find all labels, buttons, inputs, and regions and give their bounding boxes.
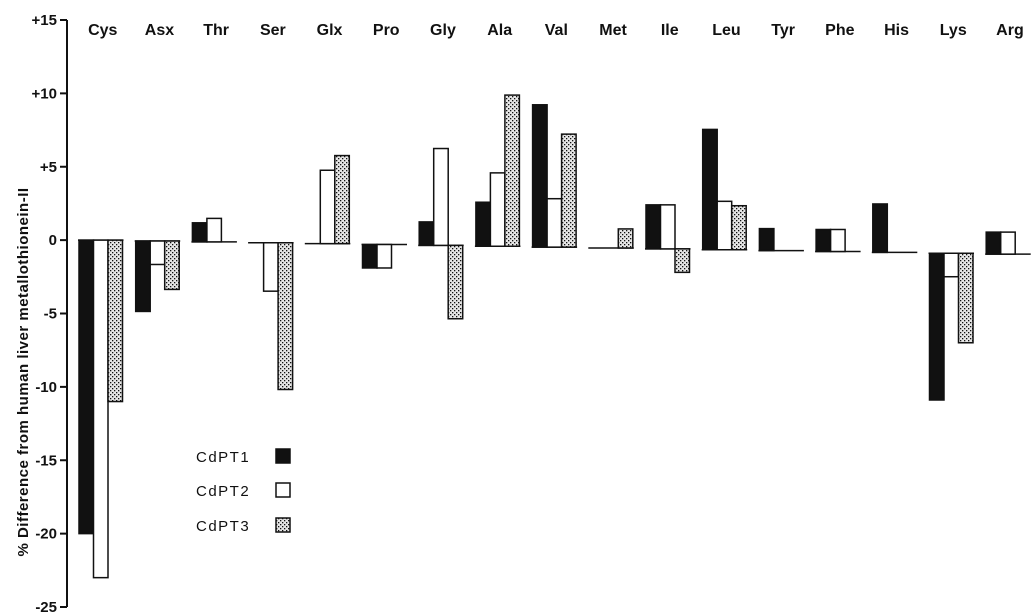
category-label-glx: Glx: [317, 22, 343, 39]
legend-swatch-cdpt2: [275, 482, 291, 498]
category-labels: Cys Asx Thr Ser Glx Pro Gly Ala Val Met Ile Leu Tyr P…: [88, 22, 1024, 39]
category-label-thr: Thr: [203, 22, 229, 39]
y-tick-label: -15: [35, 452, 57, 469]
category-label-ser: Ser: [260, 22, 286, 39]
bar-cdpt2-phe: [829, 228, 846, 253]
bar-cdpt1-his: [872, 203, 889, 254]
bar-cdpt2-pro: [376, 243, 393, 269]
bar-cdpt1-arg: [985, 231, 1002, 255]
category-label-ala: Ala: [487, 22, 512, 39]
bar-cdpt1-ala: [475, 201, 492, 248]
bar-cdpt3-leu: [730, 204, 747, 251]
bar-cdpt2-gly: [432, 147, 449, 247]
bar-cdpt2-thr: [206, 217, 223, 243]
bar-cdpt2-lys: [943, 252, 960, 278]
bar-cdpt2-ile: [659, 204, 676, 250]
y-tick-label: +10: [32, 85, 57, 102]
category-label-ile: Ile: [661, 22, 679, 39]
category-label-asx: Asx: [145, 22, 174, 39]
bar-cdpt2-val: [546, 197, 563, 248]
y-tick-label: -10: [35, 379, 57, 396]
bar-cdpt2-ala: [489, 172, 506, 247]
category-label-arg: Arg: [996, 22, 1024, 39]
bar-cdpt1-tyr: [758, 227, 775, 252]
legend-swatch-cdpt1: [275, 448, 291, 464]
y-tick-label: +15: [32, 12, 57, 29]
category-label-phe: Phe: [825, 22, 854, 39]
bar-cdpt1-leu: [701, 128, 718, 251]
bar-cdpt2-asx: [149, 240, 166, 266]
bar-cdpt3-cys: [107, 239, 124, 403]
bar-cdpt2-arg: [999, 231, 1016, 255]
y-tick-label: -25: [35, 599, 57, 614]
bar-cdpt2-cys: [92, 239, 109, 579]
bar-cdpt1-val: [531, 104, 548, 248]
y-tick-label: -5: [44, 306, 57, 323]
category-label-tyr: Tyr: [771, 22, 795, 39]
bar-cdpt1-lys: [928, 252, 945, 401]
bars-group: [78, 94, 1031, 579]
bar-cdpt3-asx: [163, 240, 180, 291]
bar-cdpt1-thr: [191, 222, 208, 243]
legend: CdPT1 CdPT2 CdPT3: [196, 448, 291, 535]
bar-cdpt3-glx: [334, 154, 351, 245]
legend-label-cdpt2: CdPT2: [196, 483, 250, 500]
bar-cdpt1-gly: [418, 221, 435, 247]
bar-cdpt1-cys: [78, 239, 95, 535]
category-label-val: Val: [545, 22, 568, 39]
legend-label-cdpt3: CdPT3: [196, 518, 250, 535]
bar-cdpt3-gly: [447, 244, 464, 320]
legend-label-cdpt1: CdPT1: [196, 449, 250, 466]
category-label-pro: Pro: [373, 22, 400, 39]
bar-cdpt3-ser: [277, 242, 294, 391]
bar-cdpt3-val: [560, 133, 577, 248]
y-tick-label: 0: [49, 232, 57, 249]
category-label-met: Met: [599, 22, 627, 39]
bar-cdpt2-leu: [716, 200, 733, 251]
bar-cdpt2-ser: [262, 242, 279, 292]
category-label-lys: Lys: [940, 22, 967, 39]
y-tick-label: +5: [40, 159, 57, 176]
bar-cdpt3-ala: [504, 94, 521, 247]
bar-cdpt1-pro: [361, 243, 378, 269]
legend-swatch-cdpt3: [275, 517, 291, 533]
bar-cdpt1-asx: [134, 240, 151, 313]
bar-cdpt3-met: [617, 228, 634, 249]
category-label-leu: Leu: [712, 22, 740, 39]
y-axis: +15 +10 +5 0 -5 -10 -15 -20 -25: [32, 12, 68, 614]
category-label-gly: Gly: [430, 22, 456, 39]
category-label-cys: Cys: [88, 22, 117, 39]
bar-cdpt1-phe: [815, 228, 832, 253]
y-tick-label: -20: [35, 526, 57, 543]
y-axis-title: % Difference from human liver metallothi…: [15, 187, 32, 556]
category-label-his: His: [884, 22, 909, 39]
bar-cdpt3-ile: [674, 248, 691, 274]
bar-cdpt1-ile: [645, 204, 662, 250]
bar-cdpt2-glx: [319, 169, 336, 245]
bar-cdpt3-lys: [957, 252, 974, 344]
